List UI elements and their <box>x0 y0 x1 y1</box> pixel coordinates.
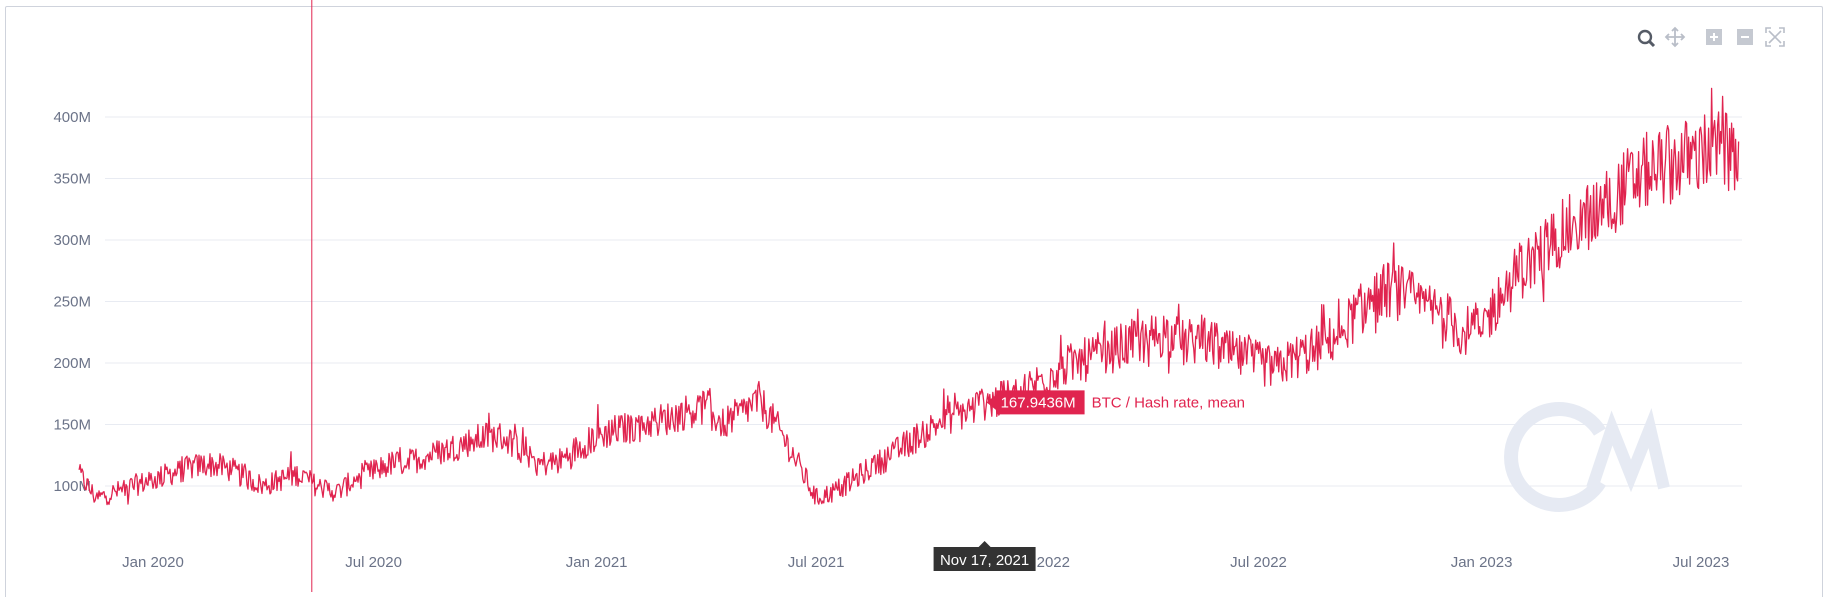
x-tick-label: Jan 2023 <box>1451 554 1513 571</box>
y-tick-label: 200M <box>53 355 91 372</box>
chart-frame <box>5 6 1823 597</box>
zoom-out-icon[interactable] <box>1737 29 1753 45</box>
x-axis: Jan 2020 Jul 2020 Jan 2021 Jul 2021 Jan 2022… <box>122 554 1729 571</box>
zoom-in-icon-plus <box>1710 33 1718 41</box>
tooltip-date-box: Nov 17, 2021 <box>933 541 1036 571</box>
y-tick-label: 150M <box>53 417 91 434</box>
watermark-m-shape <box>1586 407 1670 493</box>
reset-zoom-icon-shape <box>1765 27 1785 47</box>
pan-icon-arrows <box>1664 26 1686 48</box>
coin-metrics-logo-icon <box>1504 402 1670 512</box>
tooltip-date-background <box>933 541 1036 571</box>
zoom-in-icon[interactable] <box>1706 29 1722 45</box>
pan-icon[interactable] <box>1664 26 1686 48</box>
y-tick-label: 300M <box>53 232 91 249</box>
x-tick-label: Jan 2020 <box>122 554 184 571</box>
x-tick-label: Jul 2020 <box>345 554 402 571</box>
series-layer <box>78 87 1740 506</box>
x-tick-label: Jan 2021 <box>566 554 628 571</box>
tooltip: 167.9436M BTC / Hash rate, mean Nov 17, 20… <box>933 390 1245 571</box>
tooltip-series-label: BTC / Hash rate, mean <box>1092 394 1245 411</box>
zoom-icon[interactable] <box>1637 29 1656 48</box>
chart-toolbar <box>1637 26 1785 48</box>
y-tick-label: 350M <box>53 171 91 188</box>
x-tick-label: Jul 2023 <box>1673 554 1730 571</box>
y-axis: 100M 150M 200M 250M 300M 350M 400M <box>53 109 91 495</box>
tooltip-value-background <box>986 390 1085 415</box>
y-tick-label: 250M <box>53 294 91 311</box>
zoom-icon-lens <box>1637 29 1653 45</box>
y-tick-label: 100M <box>53 478 91 495</box>
zoom-icon-handle <box>1647 39 1656 48</box>
watermark-c-shape <box>1504 402 1606 512</box>
tooltip-date-label: Nov 17, 2021 <box>940 552 1029 569</box>
tooltip-value-label: 167.9436M <box>1001 394 1076 411</box>
reset-zoom-icon[interactable] <box>1765 27 1785 47</box>
series-line-hash-rate <box>78 87 1740 506</box>
x-tick-label: Jul 2021 <box>788 554 845 571</box>
tooltip-value-box: 167.9436M <box>986 390 1085 415</box>
y-tick-label: 400M <box>53 109 91 126</box>
x-tick-label: Jul 2022 <box>1230 554 1287 571</box>
